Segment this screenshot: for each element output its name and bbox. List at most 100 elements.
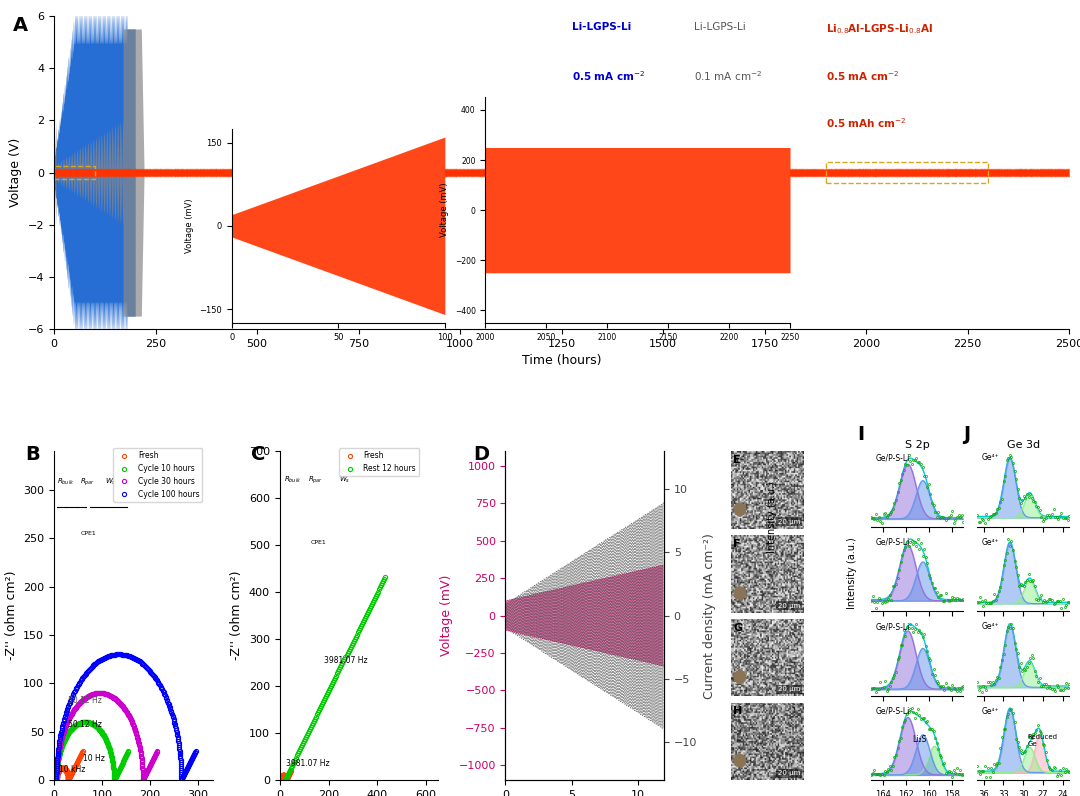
Text: B: B xyxy=(26,445,40,463)
Text: G: G xyxy=(733,622,742,633)
Cycle 10 hours xyxy=(107,760,120,770)
Fresh xyxy=(77,747,90,756)
Rest 12 hours xyxy=(338,654,351,664)
Text: C: C xyxy=(252,445,266,463)
Cycle 30 hours xyxy=(50,775,63,785)
Text: Ge/P-S-Li: Ge/P-S-Li xyxy=(876,707,910,716)
Text: 20 μm: 20 μm xyxy=(778,519,800,525)
Fresh xyxy=(68,763,81,773)
Rest 12 hours xyxy=(279,775,292,785)
Circle shape xyxy=(734,587,745,599)
Text: Ge⁴⁺: Ge⁴⁺ xyxy=(982,707,999,716)
Cycle 10 hours xyxy=(121,747,134,757)
Text: F: F xyxy=(733,539,741,548)
Text: E: E xyxy=(733,455,741,465)
Text: I: I xyxy=(858,425,864,444)
Text: 50.12 Hz: 50.12 Hz xyxy=(68,720,103,729)
Title: Ge 3d: Ge 3d xyxy=(1007,440,1040,451)
Fresh xyxy=(62,773,75,782)
Cycle 10 hours xyxy=(50,775,63,785)
Text: D: D xyxy=(474,445,490,463)
Rest 12 hours xyxy=(374,583,387,592)
Text: 20 μm: 20 μm xyxy=(778,771,800,776)
Text: 0.5 mAh cm$^{-2}$: 0.5 mAh cm$^{-2}$ xyxy=(571,116,652,130)
Fresh xyxy=(50,775,63,785)
Cycle 30 hours xyxy=(59,722,72,732)
Text: A: A xyxy=(13,16,28,35)
Fresh xyxy=(275,771,288,781)
Text: Ge/P-S-Li: Ge/P-S-Li xyxy=(876,453,910,462)
Rest 12 hours xyxy=(329,671,342,681)
Cycle 30 hours xyxy=(151,747,164,756)
Text: Li-LGPS-Li: Li-LGPS-Li xyxy=(693,22,745,32)
Y-axis label: Intensity (a.u.): Intensity (a.u.) xyxy=(847,537,858,609)
Cycle 30 hours xyxy=(143,763,156,772)
Cycle 30 hours xyxy=(135,752,148,762)
Legend: Fresh, Rest 12 hours: Fresh, Rest 12 hours xyxy=(339,448,419,476)
Text: Intensity (a.u.): Intensity (a.u.) xyxy=(767,482,778,553)
Text: Li-LGPS-Li: Li-LGPS-Li xyxy=(571,22,631,32)
Text: 10 kHz: 10 kHz xyxy=(58,765,85,775)
Text: 0.5 mAh cm$^{-2}$: 0.5 mAh cm$^{-2}$ xyxy=(825,116,906,130)
Line: Cycle 30 hours: Cycle 30 hours xyxy=(54,691,160,782)
Cycle 100 hours xyxy=(63,698,76,708)
Text: Ge⁴⁺: Ge⁴⁺ xyxy=(982,538,999,547)
Cycle 100 hours xyxy=(50,775,63,785)
Cycle 100 hours xyxy=(189,747,202,756)
Circle shape xyxy=(734,503,745,516)
Fresh xyxy=(54,764,67,774)
Y-axis label: Voltage (V): Voltage (V) xyxy=(10,138,23,207)
Text: H: H xyxy=(733,706,743,716)
Text: 20 μm: 20 μm xyxy=(778,686,800,693)
Text: Ge/P-S-Li: Ge/P-S-Li xyxy=(876,538,910,547)
Text: 20 μm: 20 μm xyxy=(778,603,800,609)
Text: Ge/P-S-Li: Ge/P-S-Li xyxy=(876,622,910,631)
Text: 0.1 mA cm$^{-2}$: 0.1 mA cm$^{-2}$ xyxy=(693,69,761,83)
Rest 12 hours xyxy=(297,736,310,746)
Fresh xyxy=(76,748,89,758)
X-axis label: Time (hours): Time (hours) xyxy=(522,354,602,368)
Legend: Fresh, Cycle 10 hours, Cycle 30 hours, Cycle 100 hours: Fresh, Cycle 10 hours, Cycle 30 hours, C… xyxy=(113,448,202,502)
Rest 12 hours xyxy=(370,589,383,599)
Line: Cycle 100 hours: Cycle 100 hours xyxy=(54,652,198,782)
Rest 12 hours xyxy=(301,728,314,738)
Text: 0.1 mAh cm$^{-2}$: 0.1 mAh cm$^{-2}$ xyxy=(693,116,768,130)
Cycle 10 hours xyxy=(122,747,135,756)
Text: Reduced
Ge: Reduced Ge xyxy=(1028,734,1057,747)
Text: 0.5 mA cm$^{-2}$: 0.5 mA cm$^{-2}$ xyxy=(571,69,645,83)
Cycle 10 hours xyxy=(107,764,120,774)
Cycle 30 hours xyxy=(136,759,149,768)
Fresh xyxy=(51,768,64,778)
Circle shape xyxy=(734,755,745,767)
Line: Cycle 10 hours: Cycle 10 hours xyxy=(54,720,131,782)
Text: 10 Hz: 10 Hz xyxy=(83,754,105,763)
Cycle 10 hours xyxy=(69,720,82,730)
Text: Li₂S: Li₂S xyxy=(913,736,927,744)
Text: J: J xyxy=(963,425,970,444)
Fresh xyxy=(280,775,293,784)
Cycle 100 hours xyxy=(92,657,105,666)
Circle shape xyxy=(734,671,745,683)
Line: Fresh: Fresh xyxy=(279,769,293,782)
Fresh xyxy=(280,775,293,784)
Fresh xyxy=(274,775,287,785)
Cycle 10 hours xyxy=(56,739,69,749)
Text: Ge⁴⁺: Ge⁴⁺ xyxy=(982,453,999,462)
Text: 0.5 mA cm$^{-2}$: 0.5 mA cm$^{-2}$ xyxy=(825,69,899,83)
Text: Li$_{0.8}$Al-LGPS-Li$_{0.8}$Al: Li$_{0.8}$Al-LGPS-Li$_{0.8}$Al xyxy=(825,22,933,36)
Y-axis label: Voltage (mV): Voltage (mV) xyxy=(440,575,453,657)
Line: Fresh: Fresh xyxy=(54,749,85,782)
Fresh xyxy=(280,775,293,785)
Line: Rest 12 hours: Rest 12 hours xyxy=(283,575,387,782)
Fresh xyxy=(275,771,288,781)
Cycle 100 hours xyxy=(173,742,186,751)
Cycle 10 hours xyxy=(114,763,127,772)
Title: S 2p: S 2p xyxy=(905,440,930,451)
Cycle 100 hours xyxy=(112,650,125,659)
Cycle 100 hours xyxy=(189,747,202,757)
Fresh xyxy=(62,772,75,782)
Y-axis label: -Z'' (ohm cm²): -Z'' (ohm cm²) xyxy=(4,571,17,661)
Text: 50.12 Hz: 50.12 Hz xyxy=(68,696,103,704)
Cycle 30 hours xyxy=(93,689,106,698)
Y-axis label: -Z'' (ohm cm²): -Z'' (ohm cm²) xyxy=(230,571,243,661)
